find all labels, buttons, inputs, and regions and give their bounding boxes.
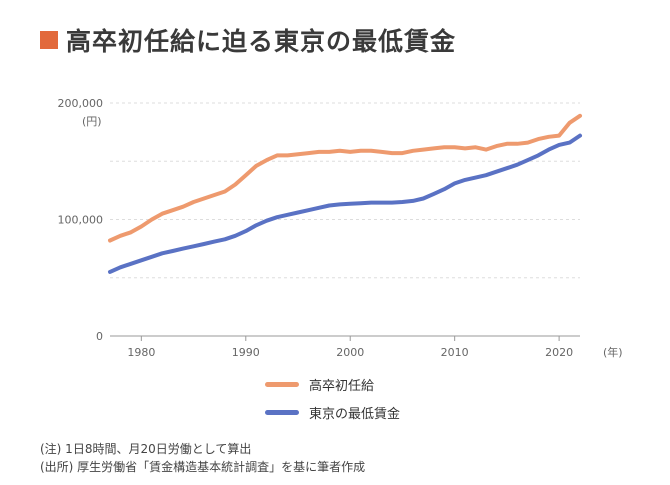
grid-layer	[110, 102, 580, 337]
legend: 高卒初任給 東京の最低賃金	[265, 372, 400, 428]
footnote-source: (出所) 厚生労働省「賃金構造基本統計調査」を基に筆者作成	[40, 460, 366, 474]
legend-item-min-wage: 東京の最低賃金	[265, 400, 400, 424]
y-tick-label: 200,000	[58, 97, 104, 110]
x-tick-label: 2010	[441, 346, 469, 359]
legend-swatch-starting-salary	[265, 381, 299, 387]
series-line-min-wage	[108, 133, 582, 274]
legend-swatch-min-wage	[265, 409, 299, 415]
footnote-note: (注) 1日8時間、月20日労働として算出	[40, 442, 252, 456]
chart-title: 高卒初任給に迫る東京の最低賃金	[40, 22, 456, 58]
x-tick-label: 2020	[545, 346, 573, 359]
series-line-starting-salary	[108, 113, 582, 243]
legend-label-min-wage: 東京の最低賃金	[309, 406, 401, 422]
x-tick-label: 2000	[336, 346, 364, 359]
x-tick-label: 1980	[127, 346, 155, 359]
title-marker-icon	[40, 31, 58, 49]
legend-item-starting-salary: 高卒初任給	[265, 372, 400, 396]
axis-layer: 0 100,000 200,000 1980 1990 2000 2010 2020	[58, 97, 574, 359]
title-text: 高卒初任給に迫る東京の最低賃金	[66, 27, 457, 56]
y-tick-label: 100,000	[58, 214, 104, 227]
y-axis-unit-label: (円)	[82, 115, 102, 128]
y-tick-label: 0	[96, 330, 103, 343]
legend-label-starting-salary: 高卒初任給	[309, 378, 375, 394]
series-layer	[108, 113, 582, 274]
x-tick-label: 1990	[232, 346, 260, 359]
footnotes: (注) 1日8時間、月20日労働として算出 (出所) 厚生労働省「賃金構造基本統…	[40, 440, 365, 476]
x-axis-unit-label: (年)	[603, 345, 623, 359]
